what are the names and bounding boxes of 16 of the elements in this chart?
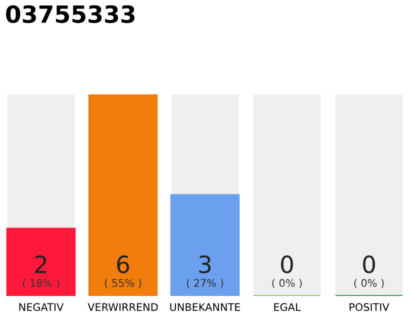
x-tick-label: VERWIRREND — [88, 303, 158, 311]
annotation: ( 0% ) — [272, 278, 302, 288]
data-label: 6 — [117, 255, 130, 274]
data-label: 2 — [35, 255, 46, 273]
annotation: ( 55% ) — [104, 278, 142, 288]
data-label: 0 — [363, 255, 375, 274]
chart-title: 03755333 — [6, 5, 134, 24]
x-tick-label: NEGATIV — [19, 303, 64, 312]
annotation: ( 18% ) — [22, 278, 60, 288]
x-tick-label: UNBEKANNTE — [170, 303, 240, 312]
annotation: ( 27% ) — [186, 278, 224, 288]
annotation: ( 0% ) — [354, 278, 384, 288]
data-label: 0 — [281, 255, 293, 274]
x-tick-label: EGAL — [274, 303, 301, 312]
x-tick-label: POSITIV — [350, 303, 390, 312]
data-label: 3 — [199, 255, 211, 274]
